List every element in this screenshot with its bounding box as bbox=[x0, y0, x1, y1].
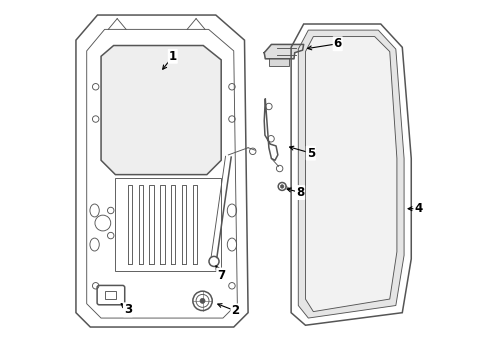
Text: 3: 3 bbox=[123, 303, 132, 316]
Bar bbox=[104, 291, 116, 299]
Text: 7: 7 bbox=[217, 269, 225, 282]
Polygon shape bbox=[298, 30, 403, 318]
Bar bbox=[268, 58, 288, 66]
Circle shape bbox=[200, 298, 204, 303]
Polygon shape bbox=[305, 37, 396, 312]
Polygon shape bbox=[264, 44, 303, 59]
Text: 4: 4 bbox=[413, 202, 422, 215]
Circle shape bbox=[280, 185, 284, 188]
Text: 2: 2 bbox=[231, 305, 239, 318]
Polygon shape bbox=[101, 45, 221, 175]
Text: 5: 5 bbox=[306, 147, 314, 159]
Text: 1: 1 bbox=[168, 50, 177, 63]
Text: 8: 8 bbox=[295, 186, 304, 199]
Text: 6: 6 bbox=[333, 37, 341, 50]
